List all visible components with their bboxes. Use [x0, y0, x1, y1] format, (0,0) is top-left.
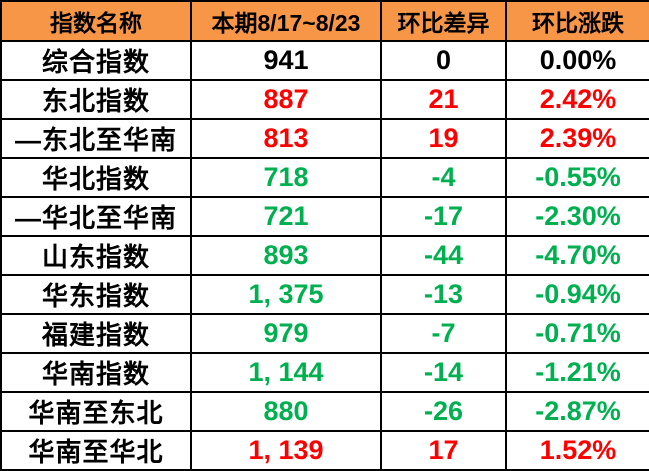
- row-current-cell: 718: [190, 157, 382, 198]
- row-current-cell: 979: [190, 313, 382, 354]
- header-row: 指数名称 本期8/17~8/23 环比差异 环比涨跌: [0, 0, 649, 42]
- header-current-period: 本期8/17~8/23: [190, 0, 382, 42]
- row-name-cell: 华南至华北: [0, 430, 192, 471]
- row-current-cell: 893: [190, 235, 382, 276]
- row-name-cell: 华北指数: [0, 157, 192, 198]
- row-pct-cell: -2.87%: [505, 391, 649, 432]
- row-current-cell: 1, 144: [190, 352, 382, 393]
- row-pct-cell: 0.00%: [505, 40, 649, 81]
- table-row: 华东指数 1, 375 -13 -0.94%: [0, 274, 649, 315]
- row-diff-cell: -7: [380, 313, 507, 354]
- row-pct-cell: -0.55%: [505, 157, 649, 198]
- row-name-cell: 福建指数: [0, 313, 192, 354]
- table-row: —东北至华南 813 19 2.39%: [0, 118, 649, 159]
- header-period-change: 环比涨跌: [505, 0, 649, 42]
- row-current-cell: 1, 375: [190, 274, 382, 315]
- row-diff-cell: 19: [380, 118, 507, 159]
- row-current-cell: 813: [190, 118, 382, 159]
- row-current-cell: 721: [190, 196, 382, 237]
- row-name-cell: —东北至华南: [0, 118, 192, 159]
- row-pct-cell: -0.94%: [505, 274, 649, 315]
- header-index-name: 指数名称: [0, 0, 192, 42]
- row-diff-cell: -14: [380, 352, 507, 393]
- table-row: 华南指数 1, 144 -14 -1.21%: [0, 352, 649, 393]
- row-name-cell: 华南指数: [0, 352, 192, 393]
- table-row: —华北至华南 721 -17 -2.30%: [0, 196, 649, 237]
- row-pct-cell: 1.52%: [505, 430, 649, 471]
- row-pct-cell: 2.39%: [505, 118, 649, 159]
- table-row: 东北指数 887 21 2.42%: [0, 79, 649, 120]
- row-pct-cell: -2.30%: [505, 196, 649, 237]
- row-current-cell: 880: [190, 391, 382, 432]
- row-diff-cell: 21: [380, 79, 507, 120]
- row-name-cell: 华南至东北: [0, 391, 192, 432]
- row-pct-cell: -0.71%: [505, 313, 649, 354]
- table-row: 华南至东北 880 -26 -2.87%: [0, 391, 649, 432]
- row-name-cell: —华北至华南: [0, 196, 192, 237]
- row-diff-cell: -4: [380, 157, 507, 198]
- table-row: 华南至华北 1, 139 17 1.52%: [0, 430, 649, 471]
- index-table-body: 综合指数 941 0 0.00% 东北指数 887 21 2.42% —东北至华…: [0, 40, 649, 471]
- table-row: 华北指数 718 -4 -0.55%: [0, 157, 649, 198]
- row-diff-cell: -26: [380, 391, 507, 432]
- row-diff-cell: 0: [380, 40, 507, 81]
- row-name-cell: 华东指数: [0, 274, 192, 315]
- row-current-cell: 941: [190, 40, 382, 81]
- row-name-cell: 东北指数: [0, 79, 192, 120]
- row-current-cell: 1, 139: [190, 430, 382, 471]
- row-diff-cell: -44: [380, 235, 507, 276]
- header-period-diff: 环比差异: [380, 0, 507, 42]
- table-header: 指数名称 本期8/17~8/23 环比差异 环比涨跌: [0, 0, 649, 42]
- row-diff-cell: 17: [380, 430, 507, 471]
- row-diff-cell: -17: [380, 196, 507, 237]
- row-current-cell: 887: [190, 79, 382, 120]
- table-row: 综合指数 941 0 0.00%: [0, 40, 649, 81]
- row-pct-cell: 2.42%: [505, 79, 649, 120]
- row-pct-cell: -1.21%: [505, 352, 649, 393]
- row-name-cell: 山东指数: [0, 235, 192, 276]
- row-pct-cell: -4.70%: [505, 235, 649, 276]
- table-row: 福建指数 979 -7 -0.71%: [0, 313, 649, 354]
- row-diff-cell: -13: [380, 274, 507, 315]
- table-row: 山东指数 893 -44 -4.70%: [0, 235, 649, 276]
- row-name-cell: 综合指数: [0, 40, 192, 81]
